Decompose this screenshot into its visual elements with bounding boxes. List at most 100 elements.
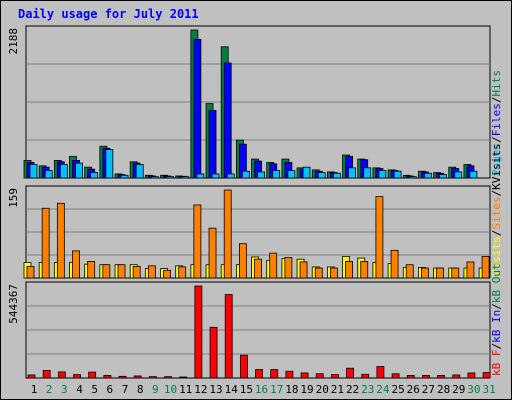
bar-middle-sites-day-9 — [147, 265, 156, 279]
bar-middle-sites-day-20 — [314, 267, 323, 279]
day-label-10: 10 — [164, 383, 177, 396]
bar-top-pages-day-2 — [44, 170, 53, 179]
legend-entry: kB F — [490, 350, 503, 377]
bar-middle-sites-day-18 — [284, 257, 293, 279]
bar-bottom-kb-f-day-13 — [209, 326, 218, 379]
bar-bottom-kb-f-day-23 — [361, 373, 370, 379]
day-label-18: 18 — [285, 383, 298, 396]
bar-top-pages-day-3 — [59, 164, 68, 179]
bar-middle-sites-day-1 — [26, 265, 35, 279]
bar-middle-sites-day-3 — [56, 202, 65, 279]
day-label-27: 27 — [422, 383, 435, 396]
bar-middle-sites-day-25 — [390, 249, 399, 279]
bar-bottom-kb-f-day-1 — [27, 374, 36, 379]
legend-top: Pages/Files/Hits — [490, 70, 503, 176]
bar-top-pages-day-27 — [424, 172, 432, 179]
bar-top-pages-day-10 — [166, 176, 174, 179]
bar-bottom-kb-f-day-3 — [57, 371, 66, 379]
bar-middle-sites-day-8 — [132, 265, 141, 279]
bar-top-pages-day-7 — [120, 174, 129, 179]
bar-bottom-kb-f-day-25 — [391, 373, 400, 379]
day-label-12: 12 — [194, 383, 207, 396]
bar-top-pages-day-23 — [363, 167, 372, 179]
day-label-13: 13 — [209, 383, 222, 396]
bar-bottom-kb-f-day-26 — [406, 375, 415, 379]
bar-top-pages-day-24 — [378, 170, 387, 179]
bar-top-pages-day-20 — [317, 172, 326, 179]
legend-entry: KVisits — [490, 144, 503, 190]
bar-bottom-kb-f-day-17 — [270, 369, 279, 379]
bar-bottom-kb-f-day-31 — [482, 372, 491, 379]
ymax-label-top: 2188 — [7, 28, 20, 55]
bar-top-files-day-12 — [193, 38, 202, 179]
bar-middle-sites-day-27 — [421, 267, 429, 279]
bar-top-pages-day-16 — [257, 171, 265, 179]
day-label-24: 24 — [376, 383, 390, 396]
bar-top-pages-day-18 — [287, 170, 296, 179]
day-label-21: 21 — [331, 383, 344, 396]
bar-bottom-kb-f-day-14 — [224, 294, 233, 379]
bar-top-pages-day-30 — [469, 170, 478, 179]
bar-top-pages-day-25 — [393, 170, 402, 179]
legend-entry: Hits — [490, 70, 503, 97]
day-label-7: 7 — [122, 383, 129, 396]
bar-middle-sites-day-6 — [102, 264, 111, 279]
bar-top-pages-day-9 — [150, 176, 159, 179]
bar-bottom-kb-f-day-27 — [422, 375, 430, 379]
bar-top-pages-day-26 — [408, 176, 417, 179]
day-label-25: 25 — [391, 383, 404, 396]
bar-middle-sites-day-13 — [208, 227, 217, 279]
day-label-17: 17 — [270, 383, 283, 396]
ymax-label-middle: 159 — [7, 188, 20, 208]
day-label-22: 22 — [346, 383, 359, 396]
bar-top-pages-day-8 — [135, 164, 144, 179]
bar-middle-sites-day-12 — [193, 204, 202, 279]
bar-top-files-day-14 — [223, 62, 232, 179]
bar-middle-sites-day-5 — [87, 260, 96, 279]
bar-bottom-kb-f-day-21 — [330, 374, 339, 379]
bar-bottom-kb-f-day-5 — [88, 371, 97, 379]
day-label-3: 3 — [61, 383, 68, 396]
bar-bottom-kb-f-day-11 — [179, 376, 188, 379]
day-label-4: 4 — [76, 383, 83, 396]
bar-bottom-kb-f-day-6 — [103, 375, 112, 379]
legend-entry: Files — [490, 103, 503, 136]
bar-middle-sites-day-30 — [466, 261, 475, 279]
bar-middle-sites-day-10 — [163, 269, 171, 279]
legend-entry: Sites — [490, 197, 503, 230]
bar-middle-sites-day-21 — [329, 267, 338, 279]
day-label-23: 23 — [361, 383, 374, 396]
legend-entry: / — [490, 303, 503, 310]
bar-middle-sites-day-15 — [238, 243, 247, 279]
bar-bottom-kb-f-day-28 — [437, 375, 445, 379]
bar-bottom-kb-f-day-24 — [376, 366, 385, 379]
legend-entry: / — [490, 230, 503, 237]
bar-top-pages-day-11 — [181, 176, 190, 179]
bar-top-pages-day-14 — [226, 173, 235, 179]
day-label-9: 9 — [152, 383, 159, 396]
chart-title: Daily usage for July 2011 — [18, 7, 199, 21]
day-label-31: 31 — [482, 383, 495, 396]
bar-middle-sites-day-26 — [405, 264, 414, 279]
bar-bottom-kb-f-day-15 — [239, 354, 248, 379]
bar-bottom-kb-f-day-12 — [194, 285, 203, 379]
bar-bottom-kb-f-day-8 — [133, 375, 142, 379]
bar-middle-sites-day-2 — [41, 207, 50, 279]
legend-entry: / — [490, 343, 503, 350]
bar-middle-sites-day-11 — [178, 266, 187, 279]
bar-top-pages-day-5 — [90, 172, 99, 179]
day-label-30: 30 — [467, 383, 480, 396]
day-label-2: 2 — [46, 383, 53, 396]
bar-top-pages-day-21 — [332, 172, 341, 179]
bar-top-files-day-13 — [208, 109, 217, 179]
bar-bottom-kb-f-day-19 — [300, 372, 309, 379]
day-label-5: 5 — [91, 383, 98, 396]
day-label-26: 26 — [407, 383, 420, 396]
legend-entry: kB Out — [490, 263, 503, 303]
legend-entry: / — [490, 97, 503, 104]
bar-middle-sites-day-4 — [72, 250, 80, 279]
bar-top-pages-day-19 — [302, 166, 311, 179]
bar-bottom-kb-f-day-2 — [42, 369, 51, 379]
day-label-16: 16 — [255, 383, 268, 396]
